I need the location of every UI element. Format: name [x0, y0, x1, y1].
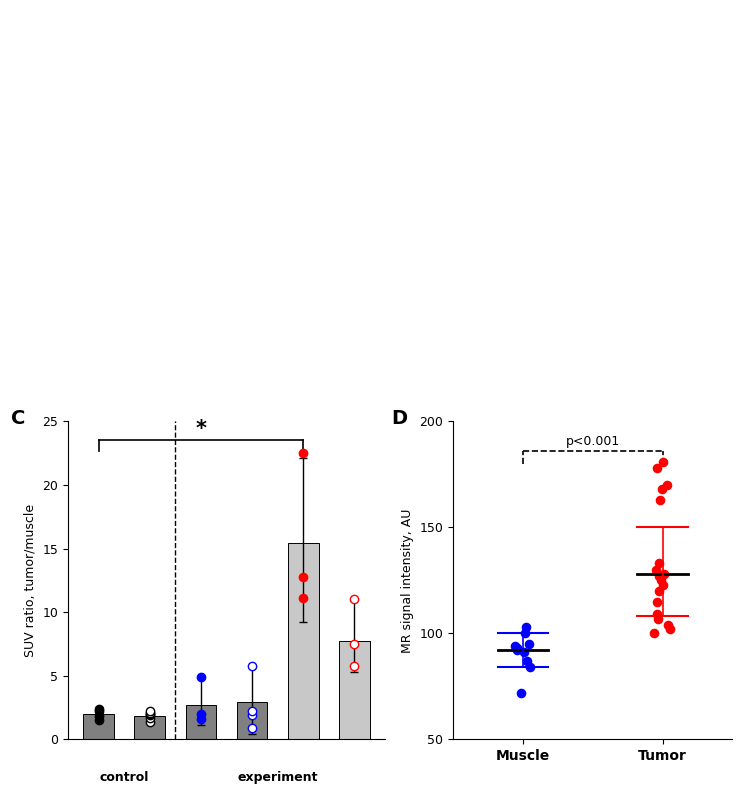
Point	[657, 456, 669, 468]
Text: p<0.001: p<0.001	[565, 435, 620, 448]
Point	[525, 661, 537, 673]
Point	[510, 640, 522, 653]
Point	[515, 686, 527, 699]
Text: MRI: MRI	[359, 20, 380, 29]
Point	[653, 557, 665, 570]
Point	[523, 638, 535, 650]
Point	[655, 574, 667, 587]
Point	[651, 595, 663, 608]
Text: 4: 4	[23, 340, 30, 353]
Point	[511, 642, 523, 654]
Point	[656, 483, 668, 495]
Bar	[83, 714, 114, 739]
Text: control: control	[100, 771, 149, 784]
Text: A: A	[15, 20, 30, 39]
Point	[661, 479, 673, 491]
Text: PET/CT: PET/CT	[477, 20, 516, 29]
Text: C: C	[11, 409, 25, 428]
Point	[649, 627, 661, 640]
Text: 0.5: 0.5	[189, 221, 204, 231]
Point	[655, 494, 667, 506]
Text: SUV, g/ml: SUV, g/ml	[122, 198, 170, 207]
Text: 0.25: 0.25	[189, 276, 211, 285]
Point	[662, 619, 674, 631]
Point	[511, 644, 523, 657]
Point	[653, 570, 665, 583]
Bar	[134, 716, 165, 739]
Text: 2: 2	[23, 126, 30, 139]
Point	[520, 621, 532, 634]
Point	[650, 564, 662, 576]
Point	[664, 622, 676, 635]
Point	[519, 646, 531, 659]
Text: *: *	[196, 419, 206, 439]
Text: D: D	[392, 409, 408, 428]
Text: PET/CT: PET/CT	[255, 20, 294, 29]
Point	[652, 612, 664, 625]
Y-axis label: SUV ratio, tumor/muscle: SUV ratio, tumor/muscle	[24, 504, 37, 657]
Point	[519, 627, 531, 640]
Text: 0: 0	[189, 330, 195, 340]
Text: MRI: MRI	[588, 20, 609, 29]
Bar	[186, 705, 216, 739]
Point	[651, 608, 663, 621]
Y-axis label: MR signal intensity, AU: MR signal intensity, AU	[401, 508, 414, 653]
Text: 1: 1	[23, 87, 30, 100]
Point	[653, 584, 665, 597]
Bar	[288, 544, 319, 739]
Point	[521, 654, 533, 667]
Text: 3: 3	[23, 235, 30, 248]
Text: B: B	[218, 20, 233, 39]
Text: experiment: experiment	[237, 771, 318, 784]
Bar	[339, 642, 370, 739]
Point	[658, 568, 670, 580]
Bar	[237, 703, 267, 739]
Point	[657, 578, 669, 591]
Point	[652, 462, 664, 475]
